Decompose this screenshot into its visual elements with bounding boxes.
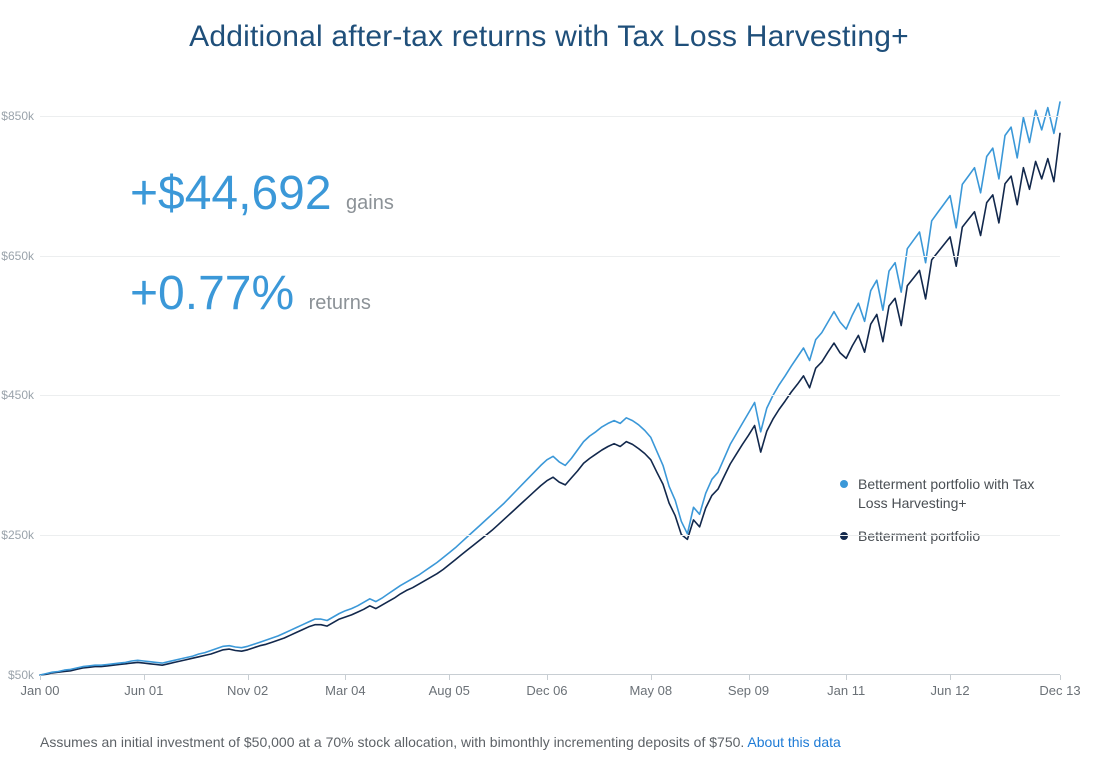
x-axis-tick xyxy=(950,675,951,680)
x-axis-tick xyxy=(345,675,346,680)
x-axis-tick xyxy=(651,675,652,680)
chart-plot-area: +$44,692 gains +0.77% returns Betterment… xyxy=(40,95,1060,675)
gridline xyxy=(40,535,1060,536)
gridline xyxy=(40,395,1060,396)
callout-gains: +$44,692 gains xyxy=(130,170,394,218)
x-axis-label: Jun 12 xyxy=(931,683,970,698)
x-axis-tick xyxy=(144,675,145,680)
x-axis-tick xyxy=(40,675,41,680)
x-axis-label: Jun 01 xyxy=(124,683,163,698)
x-axis-tick xyxy=(749,675,750,680)
x-axis-label: Dec 06 xyxy=(526,683,567,698)
y-axis-label: $650k xyxy=(1,249,34,263)
x-axis-label: May 08 xyxy=(629,683,672,698)
x-axis-label: Jan 11 xyxy=(827,683,865,698)
chart-legend: Betterment portfolio with Tax Loss Harve… xyxy=(840,475,1048,560)
y-axis-label: $50k xyxy=(8,668,34,682)
x-axis-label: Mar 04 xyxy=(325,683,365,698)
callout-returns-label: returns xyxy=(309,292,371,314)
about-this-data-link[interactable]: About this data xyxy=(747,734,840,750)
callout-gains-label: gains xyxy=(346,192,394,214)
callout-gains-value: +$44,692 xyxy=(130,167,332,220)
chart-footnote: Assumes an initial investment of $50,000… xyxy=(40,734,1058,750)
legend-label: Betterment portfolio with Tax Loss Harve… xyxy=(858,475,1048,513)
footnote-text: Assumes an initial investment of $50,000… xyxy=(40,734,747,750)
gridline xyxy=(40,116,1060,117)
x-axis-label: Sep 09 xyxy=(728,683,769,698)
x-axis-tick xyxy=(846,675,847,680)
x-axis-label: Nov 02 xyxy=(227,683,268,698)
x-axis-tick xyxy=(1060,675,1061,680)
y-axis-label: $250k xyxy=(1,528,34,542)
callout-returns: +0.77% returns xyxy=(130,270,371,318)
x-axis-label: Aug 05 xyxy=(429,683,470,698)
x-axis-tick xyxy=(248,675,249,680)
callout-returns-value: +0.77% xyxy=(130,267,294,320)
legend-swatch-icon xyxy=(840,480,848,488)
x-axis-tick xyxy=(547,675,548,680)
x-axis-tick xyxy=(449,675,450,680)
y-axis-label: $850k xyxy=(1,109,34,123)
gridline xyxy=(40,256,1060,257)
chart-title: Additional after-tax returns with Tax Lo… xyxy=(0,20,1098,54)
x-axis-label: Dec 13 xyxy=(1039,683,1080,698)
legend-item: Betterment portfolio with Tax Loss Harve… xyxy=(840,475,1048,513)
x-axis-label: Jan 00 xyxy=(20,683,59,698)
y-axis-label: $450k xyxy=(1,388,34,402)
